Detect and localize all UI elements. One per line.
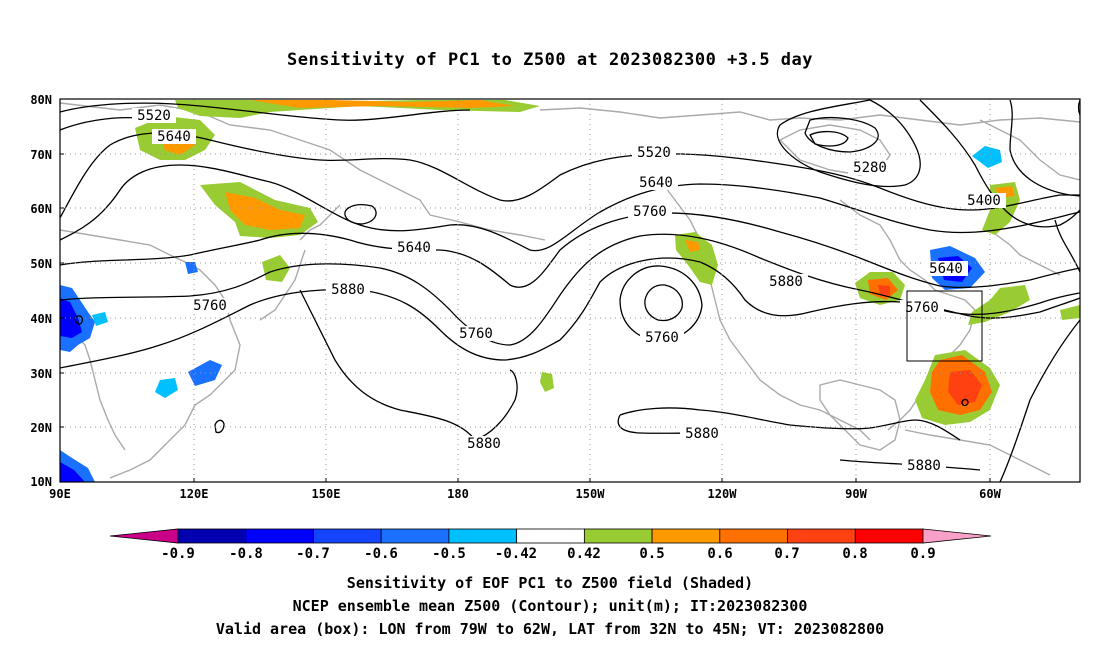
colorbar-box <box>719 528 788 544</box>
colorbar-label: 0.5 <box>639 546 664 562</box>
longitude-labels: 90E 120E 150E 180 150W 120W 90W 60W <box>49 487 1001 501</box>
lon-label: 150W <box>576 487 606 501</box>
contour-label: 5640 <box>929 261 963 277</box>
lon-label: 120W <box>708 487 738 501</box>
colorbar-label: -0.42 <box>495 546 537 562</box>
colorbar-box <box>245 528 314 544</box>
caption-line-1: Sensitivity of EOF PC1 to Z500 field (Sh… <box>346 574 754 592</box>
contour-label: 5640 <box>157 129 191 145</box>
colorbar-box <box>380 528 450 544</box>
lon-label: 180 <box>447 487 469 501</box>
contour-label: 5520 <box>637 145 671 161</box>
colorbar-label: 0.42 <box>567 546 601 562</box>
gridlines <box>60 99 1080 482</box>
contour-label: 5520 <box>137 108 171 124</box>
contour-labels: 5520 5640 5520 5640 5760 5280 5400 5640 … <box>132 108 1006 474</box>
contour-label: 5760 <box>459 326 493 342</box>
colorbar-label: 0.8 <box>842 546 867 562</box>
contour-label: 5760 <box>905 300 939 316</box>
contour-label: 5880 <box>769 274 803 290</box>
lat-label: 30N <box>30 367 52 381</box>
contour-label: 5760 <box>193 298 227 314</box>
colorbar-box <box>583 528 653 544</box>
map-frame <box>59 98 1081 483</box>
colorbar-label: -0.8 <box>229 546 263 562</box>
lon-label: 150E <box>312 487 341 501</box>
colorbar-box <box>448 528 518 544</box>
colorbar-high-end <box>922 528 992 544</box>
caption-line-3: Valid area (box): LON from 79W to 62W, L… <box>215 620 885 638</box>
lat-label: 50N <box>30 257 52 271</box>
contour-label: 5640 <box>639 175 673 191</box>
lon-label: 120E <box>180 487 209 501</box>
colorbar-boxes <box>177 528 924 544</box>
z500-contours <box>60 99 1080 482</box>
contour-label: 5880 <box>331 282 365 298</box>
contour-label: 5880 <box>685 426 719 442</box>
contour-label: 5280 <box>853 160 887 176</box>
contour-label: 5880 <box>907 458 941 474</box>
latitude-labels: 80N 70N 60N 50N 40N 30N 20N 10N <box>30 93 52 489</box>
contour-label: 5640 <box>397 240 431 256</box>
colorbar-box <box>177 528 247 544</box>
colorbar-box <box>516 528 585 544</box>
lat-label: 10N <box>30 475 52 489</box>
colorbar: -0.9 -0.8 -0.7 -0.6 -0.5 -0.42 0.42 0.5 … <box>109 528 992 562</box>
lat-label: 60N <box>30 202 52 216</box>
valid-area-box <box>906 290 983 362</box>
caption-line-2: NCEP ensemble mean Z500 (Contour); unit(… <box>292 597 808 615</box>
colorbar-box <box>854 528 924 544</box>
contour-label: 5400 <box>967 193 1001 209</box>
colorbar-labels: -0.9 -0.8 -0.7 -0.6 -0.5 -0.42 0.42 0.5 … <box>161 546 936 562</box>
colorbar-label: 0.6 <box>707 546 732 562</box>
lon-label: 90E <box>49 487 71 501</box>
lat-label: 40N <box>30 312 52 326</box>
colorbar-label: -0.6 <box>364 546 398 562</box>
colorbar-label: -0.7 <box>296 546 330 562</box>
lat-label: 20N <box>30 421 52 435</box>
lon-label: 90W <box>845 487 867 501</box>
lon-label: 60W <box>979 487 1001 501</box>
tick-marks <box>59 98 991 483</box>
lat-label: 80N <box>30 93 52 107</box>
colorbar-low-end <box>109 528 179 544</box>
map-title: Sensitivity of PC1 to Z500 at 2023082300… <box>286 50 813 70</box>
colorbar-label: 0.7 <box>774 546 799 562</box>
colorbar-box <box>651 528 721 544</box>
lat-label: 70N <box>30 148 52 162</box>
colorbar-box <box>787 528 856 544</box>
colorbar-label: -0.5 <box>432 546 466 562</box>
contour-label: 5880 <box>467 436 501 452</box>
colorbar-box <box>313 528 382 544</box>
contour-label: 5760 <box>633 204 667 220</box>
colorbar-label: -0.9 <box>161 546 195 562</box>
contour-label: 5760 <box>645 330 679 346</box>
colorbar-label: 0.9 <box>910 546 935 562</box>
